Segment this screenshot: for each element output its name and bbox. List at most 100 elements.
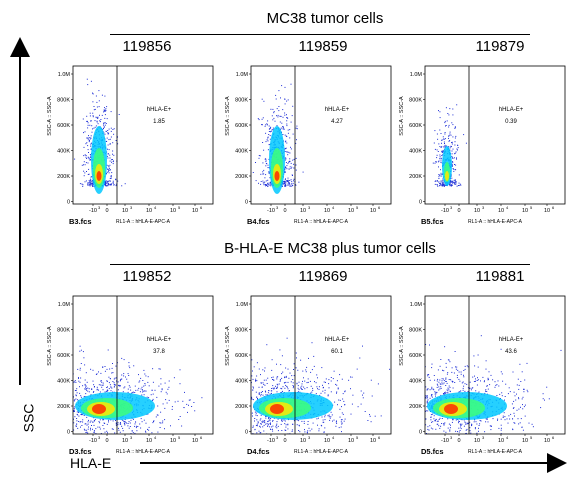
event-dot <box>442 383 444 385</box>
event-dot <box>90 429 91 431</box>
event-dot <box>106 423 108 425</box>
event-dot <box>520 406 521 408</box>
event-dot <box>443 423 445 425</box>
event-dot <box>264 367 266 369</box>
event-dot <box>109 184 111 185</box>
event-dot <box>460 184 462 186</box>
sample-id-2: 119859 <box>298 38 348 55</box>
event-dot <box>174 401 176 403</box>
event-dot <box>87 421 89 423</box>
event-dot <box>454 127 456 129</box>
x-tick-exponent: 3 <box>450 435 453 440</box>
event-dot <box>285 167 287 169</box>
event-dot <box>263 379 265 381</box>
event-dot <box>442 369 443 371</box>
event-dot <box>428 374 430 376</box>
event-dot <box>111 161 112 163</box>
event-dot <box>317 424 318 426</box>
event-dot <box>285 384 287 386</box>
event-dot <box>486 385 488 387</box>
event-dot <box>518 384 520 386</box>
event-dot <box>107 168 108 170</box>
event-dot <box>101 381 103 383</box>
y-tick-label: 600K <box>57 123 70 129</box>
event-dot <box>449 429 451 431</box>
event-dot <box>312 389 314 391</box>
event-dot <box>517 418 519 420</box>
event-dot <box>429 344 430 346</box>
event-dot <box>101 386 103 388</box>
event-dot <box>104 184 106 185</box>
event-dot <box>451 380 453 382</box>
event-dot <box>520 418 522 420</box>
event-dot <box>74 380 76 382</box>
event-dot <box>258 386 260 388</box>
event-dot <box>433 418 435 420</box>
event-dot <box>157 414 159 416</box>
event-dot <box>458 371 460 373</box>
event-dot <box>449 181 451 183</box>
event-dot <box>456 185 458 187</box>
event-dot <box>500 433 502 434</box>
event-dot <box>273 111 275 113</box>
event-dot <box>444 346 446 348</box>
event-dot <box>441 378 443 380</box>
event-dot <box>88 173 90 175</box>
event-dot <box>102 389 104 391</box>
event-dot <box>284 429 286 431</box>
event-dot <box>277 376 279 378</box>
event-dot <box>434 180 436 182</box>
event-dot <box>264 177 266 179</box>
event-dot <box>264 181 266 183</box>
event-dot <box>444 122 446 124</box>
event-dot <box>75 394 77 396</box>
event-dot <box>186 403 188 405</box>
event-dot <box>500 429 502 431</box>
event-dot <box>284 377 286 379</box>
event-dot <box>259 432 261 434</box>
event-dot <box>512 371 514 373</box>
event-dot <box>514 422 516 424</box>
event-dot <box>262 369 264 371</box>
event-dot <box>272 379 273 380</box>
event-dot <box>267 425 269 427</box>
event-dot <box>434 130 436 132</box>
event-dot <box>93 420 95 422</box>
event-dot <box>439 184 441 186</box>
event-dot <box>89 139 90 141</box>
event-dot <box>291 115 293 117</box>
event-dot <box>291 174 293 176</box>
event-dot <box>286 100 288 102</box>
event-dot <box>436 380 438 382</box>
event-dot <box>452 168 454 170</box>
event-dot <box>280 97 281 99</box>
event-dot <box>442 152 444 154</box>
event-dot <box>84 164 86 166</box>
event-dot <box>427 375 429 377</box>
event-dot <box>298 389 300 391</box>
event-dot <box>440 160 442 162</box>
y-tick-label: 600K <box>409 123 422 129</box>
event-dot <box>284 420 286 422</box>
event-dot <box>106 181 108 183</box>
y-tick-label: 800K <box>235 328 248 334</box>
event-dot <box>265 180 267 182</box>
event-dot <box>452 148 454 150</box>
x-axis-label: RL1-A :: hHLA-E-APC-A <box>468 449 523 455</box>
event-dot <box>252 172 254 173</box>
event-dot <box>96 386 98 388</box>
event-dot <box>360 403 362 405</box>
event-dot <box>505 383 507 385</box>
event-dot <box>261 386 263 388</box>
event-dot <box>281 355 283 357</box>
event-dot <box>108 170 109 172</box>
event-dot <box>522 404 523 406</box>
event-dot <box>548 398 550 400</box>
event-dot <box>88 135 89 137</box>
event-dot <box>440 387 442 389</box>
event-dot <box>485 418 487 420</box>
event-dot <box>89 115 91 117</box>
event-dot <box>271 392 272 394</box>
event-dot <box>88 180 90 182</box>
event-dot <box>466 428 468 430</box>
